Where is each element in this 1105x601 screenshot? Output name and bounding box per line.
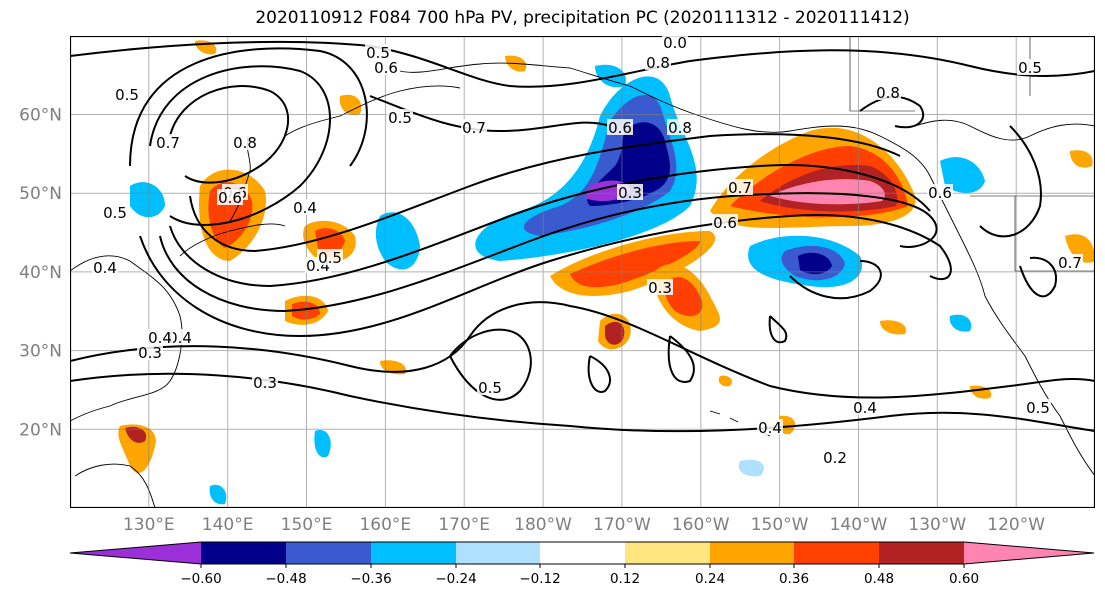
map-panel: 0.50.60.00.80.50.7 0.80.70.60.40.80.70.40… [70,36,1095,508]
contour-label: 0.5 [1018,59,1042,77]
contour-label: 0.5 [103,204,127,222]
lon-label: 150°E [281,515,333,535]
colorbar-segment [286,542,371,564]
chart-title: 2020110912 F084 700 hPa PV, precipitatio… [255,8,910,28]
lat-label: 50°N [19,184,62,204]
contour-label: 0.6 [928,184,952,202]
lon-label: 150°W [751,515,809,535]
contour-label: 0.4 [293,199,317,217]
contour-label: 0.2 [823,449,847,467]
contour-labels: 0.50.60.00.80.50.7 0.80.70.60.40.80.70.40… [92,36,1083,467]
contour-label: 0.7 [728,179,752,197]
contour-label: 0.7 [1058,254,1082,272]
colorbar-segment [371,542,456,564]
contour-label: 0.4 [93,259,117,277]
contour-label: 0.3 [648,279,672,297]
colorbar-tick-label: −0.48 [265,571,306,587]
colorbar-segment [879,542,964,564]
colorbar-segment [625,542,710,564]
colorbar-tick-label: 0.24 [695,571,725,587]
lon-label: 180°W [514,515,572,535]
contour-label: 0.5 [115,86,139,104]
contour-label: 0.6 [374,59,398,77]
colorbar-tick-label: −0.24 [435,571,476,587]
lon-label: 140°E [202,515,254,535]
lon-label: 120°W [987,515,1045,535]
contour-label: 0.4 [148,329,172,347]
lat-axis: 60°N 50°N 40°N 30°N 20°N [19,106,62,441]
lon-label: 160°W [672,515,730,535]
colorbar-tick-label: −0.36 [350,571,391,587]
colorbar-segment [794,542,879,564]
contour-label: 0.5 [318,249,342,267]
contour-label: 0.6 [713,214,737,232]
lon-label: 170°E [438,515,490,535]
contour-label: 0.4 [758,419,782,437]
contour-label: 0.6 [218,189,242,207]
colorbar-tick-label: 0.48 [864,571,894,587]
colorbar-extend-max [964,542,1094,564]
contour-label: 0.8 [876,84,900,102]
colorbar-segment [456,542,540,564]
lon-label: 140°W [830,515,888,535]
lon-axis: 130°E 140°E 150°E 160°E 170°E 180°W 170°W 160°W… [123,515,1045,535]
contour-label: 0.3 [253,374,277,392]
colorbar-tick-label: −0.12 [519,571,560,587]
lon-label: 170°W [593,515,651,535]
lat-label: 30°N [19,342,62,362]
contour-label: 0.0 [663,36,687,52]
contour-label: 0.5 [478,379,502,397]
lat-label: 40°N [19,263,62,283]
colorbar-tick-label: 0.12 [610,571,640,587]
lon-label: 160°E [359,515,411,535]
colorbar-tick-label: 0.36 [779,571,809,587]
contour-label: 0.5 [366,44,390,62]
colorbar-tick-label: 0.60 [949,571,979,587]
map-frame [70,36,1095,508]
contour-label: 0.8 [646,54,670,72]
lat-label: 60°N [19,106,62,126]
contour-label: 0.7 [462,119,486,137]
contour-label: 0.5 [388,109,412,127]
colorbar-segment [540,542,625,564]
colorbar-segment [710,542,794,564]
contour-label: 0.5 [1026,399,1050,417]
lon-label: 130°W [908,515,966,535]
contour-label: 0.4 [168,329,192,347]
colorbar: −0.60 −0.48 −0.36 −0.24 −0.12 0.12 0.24 0.36 0.4… [70,541,1095,587]
contour-label: 0.4 [853,399,877,417]
contour-label: 0.7 [156,134,180,152]
contour-label: 0.3 [618,184,642,202]
contour-label: 0.3 [138,344,162,362]
contour-label: 0.6 [608,119,632,137]
lon-label: 130°E [123,515,175,535]
lat-label: 20°N [19,420,62,440]
contour-label: 0.8 [233,134,257,152]
colorbar-extend-min [70,542,201,564]
colorbar-tick-label: −0.60 [180,571,221,587]
colorbar-segment [201,542,286,564]
contour-label: 0.8 [668,119,692,137]
